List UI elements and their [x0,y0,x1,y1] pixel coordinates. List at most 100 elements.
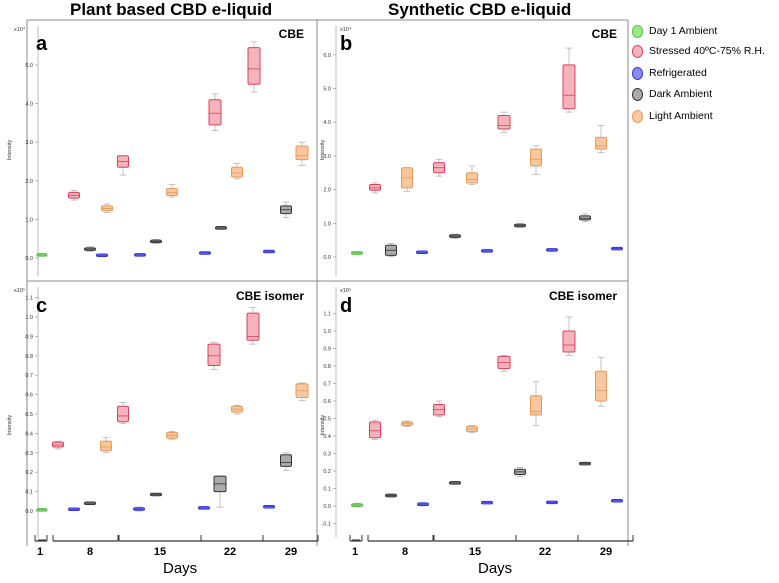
y-tick-label-a: 1.0 [25,217,33,223]
y-tick-label-b: 6.0 [323,53,331,59]
box-d-day22 [497,355,511,372]
y-tick-label-c: 0.9 [25,334,33,340]
box-a-day15 [166,184,178,198]
y-tick-label-c: 0.4 [25,431,33,437]
y-tick-label-d: 1.1 [323,312,331,318]
y-tick-label-c: 0.5 [25,412,33,418]
box-b-day22 [546,248,558,252]
x-right-day-label-8: 8 [402,546,408,558]
box-b-day15 [481,249,493,253]
box-c-day8 [100,436,112,454]
box-d-day22 [530,381,542,426]
box-a-day8 [96,253,108,258]
y-tick-label-a: 3.0 [25,140,33,146]
y-tick-label-d: 0.9 [323,347,331,353]
box-body [295,145,309,161]
box-body [595,370,607,402]
box-b-day15 [466,165,478,185]
x-left-day-label-29: 29 [285,546,297,558]
box-body [595,136,607,150]
box-d-day8 [369,419,381,440]
box-c-day29 [263,504,275,509]
y-tick-label-c: 1.0 [25,315,33,321]
box-c-day15 [150,492,162,497]
y-tick-label-c: 0.3 [25,451,33,457]
panel-c: 0.0 0.1 0.2 0.3 0.4 0.5 0.6 0.7 0.8 0.9 1.0 1.1x10⁵… [7,287,309,541]
box-body [280,454,292,467]
y-tick-label-c: 0.6 [25,393,33,399]
y-tick-label-c: 0.7 [25,373,33,379]
left-column-title: Plant based CBD e-liquid [70,0,273,19]
box-b-day29 [562,47,576,113]
box-b-day15 [433,158,445,177]
box-b-day8 [416,250,428,255]
box-d-day29 [611,499,623,503]
legend-label-dark: Dark Ambient [649,88,713,100]
box-a-day15 [134,253,146,257]
legend-swatch-stressed [632,45,643,58]
box-c-day29 [295,382,309,401]
x-left-day-label-22: 22 [224,546,236,558]
x-left-day-label-1: 1 [37,546,43,558]
box-d-day8 [417,502,429,507]
box-c-day22 [213,475,227,508]
box-a-day22 [208,93,222,131]
y-exponent-c: x10⁵ [14,287,25,294]
box-a-day29 [295,141,309,166]
y-tick-label-c: 1.1 [25,296,33,302]
box-b-day15 [449,233,461,239]
y-axis-label-c: Intensity [7,415,13,436]
box-b-day1 [351,251,363,255]
panel-title-d: CBE isomer [549,289,617,303]
x-left-day-label-8: 8 [87,546,93,558]
y-tick-label-d: 0.0 [323,504,331,510]
box-b-day22 [497,111,511,133]
y-tick-label-d: 0.2 [323,469,331,475]
y-tick-label-d: 0.3 [323,452,331,458]
y-tick-label-d: 0.7 [323,382,331,388]
box-d-day8 [385,493,397,498]
box-a-day22 [231,163,243,180]
y-tick-label-d: 1.0 [323,329,331,335]
x-right-day-label-15: 15 [469,546,481,558]
box-body [231,166,243,178]
box-a-day8 [101,203,113,213]
box-a-day22 [215,225,227,230]
y-tick-label-b: 2.0 [323,188,331,194]
box-c-day22 [207,341,221,370]
y-tick-label-c: 0.8 [25,354,33,360]
y-exponent-b: x10⁴ [340,26,352,33]
box-body [100,440,112,452]
legend-swatch-light [632,110,643,123]
box-c-day22 [231,404,243,415]
panel-a: 0.0 1.0 2.0 3.0 4.0 5.0 x10⁴ Intensity a CBE [7,26,309,276]
x-left-day-label-15: 15 [154,546,166,558]
right-column-title: Synthetic CBD e-liquid [388,0,572,19]
y-tick-label-b: 4.0 [323,120,331,126]
panel-title-b: CBE [592,27,617,41]
y-tick-label-d: 0.4 [323,434,331,440]
box-body [530,395,542,416]
box-a-day29 [280,201,292,218]
y-tick-label-d: 0.1 [323,487,331,493]
box-d-day22 [514,467,526,477]
panel-title-c: CBE isomer [236,289,304,303]
box-a-day29 [247,41,261,93]
box-c-day8 [84,501,96,505]
y-tick-label-a: 5.0 [25,63,33,69]
box-b-day22 [514,222,526,228]
box-b-day29 [579,213,591,222]
y-axis-label-a: Intensity [7,140,13,161]
box-d-day15 [481,500,493,505]
y-tick-label-b: 5.0 [323,87,331,93]
box-c-day8 [68,507,80,512]
x-right-day-label-1: 1 [352,546,358,558]
panel-letter-b: b [340,33,352,55]
box-d-day15 [433,400,445,418]
box-a-day22 [199,251,211,255]
y-tick-label-c: 0.0 [25,509,33,515]
box-a-day8 [84,246,96,252]
box-b-day22 [530,145,542,175]
legend-swatch-refrigerated [632,67,643,80]
